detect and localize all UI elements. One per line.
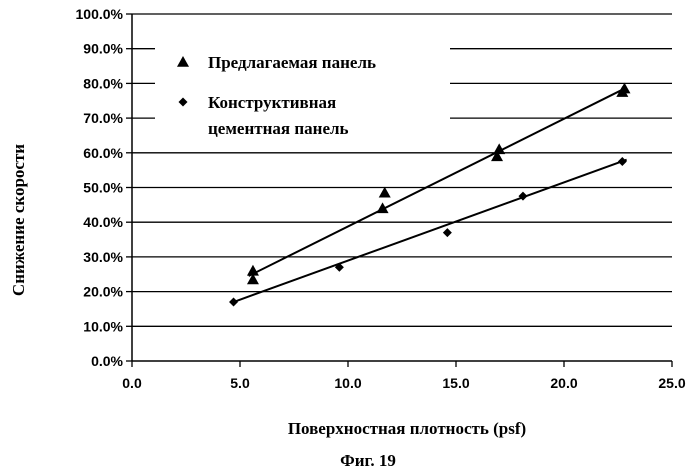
- x-tick-label: 10.0: [334, 375, 361, 391]
- y-tick-label: 80.0%: [83, 75, 123, 91]
- point-triangle: [247, 265, 259, 276]
- x-tick-label: 25.0: [658, 375, 685, 391]
- point-diamond: [618, 157, 627, 166]
- legend-label-series-1-line-1: Конструктивная: [208, 93, 336, 112]
- x-axis-title: Поверхностная плотность (psf): [288, 419, 526, 438]
- x-tick-label: 20.0: [550, 375, 577, 391]
- trendline-cement-panel: [234, 160, 627, 302]
- y-tick-label: 30.0%: [83, 249, 123, 265]
- figure-caption: Фиг. 19: [340, 451, 396, 470]
- x-tick-label: 15.0: [442, 375, 469, 391]
- legend-label-series-1-line-2: цементная панель: [208, 119, 349, 138]
- y-tick-label: 40.0%: [83, 214, 123, 230]
- point-triangle: [618, 83, 630, 94]
- x-tick-labels: 0.0 5.0 10.0 15.0 20.0 25.0: [122, 375, 686, 391]
- point-triangle: [379, 187, 391, 198]
- y-tick-label: 50.0%: [83, 180, 123, 196]
- point-diamond: [229, 298, 238, 307]
- y-tick-label: 70.0%: [83, 110, 123, 126]
- y-tick-label: 60.0%: [83, 145, 123, 161]
- x-tick-label: 0.0: [122, 375, 142, 391]
- y-tick-labels: 0.0% 10.0% 20.0% 30.0% 40.0% 50.0% 60.0% 70.0% 8…: [76, 6, 124, 369]
- point-diamond: [443, 228, 452, 237]
- legend-label-series-0: Предлагаемая панель: [208, 53, 376, 72]
- y-tick-label: 20.0%: [83, 284, 123, 300]
- y-tick-label: 10.0%: [83, 318, 123, 334]
- y-tick-label: 90.0%: [83, 41, 123, 57]
- y-tick-label: 100.0%: [76, 6, 124, 22]
- x-tick-label: 5.0: [230, 375, 250, 391]
- y-tick-label: 0.0%: [91, 353, 123, 369]
- y-axis-title: Снижение скорости: [9, 144, 28, 296]
- legend: Предлагаемая панель Конструктивная цемен…: [155, 38, 450, 150]
